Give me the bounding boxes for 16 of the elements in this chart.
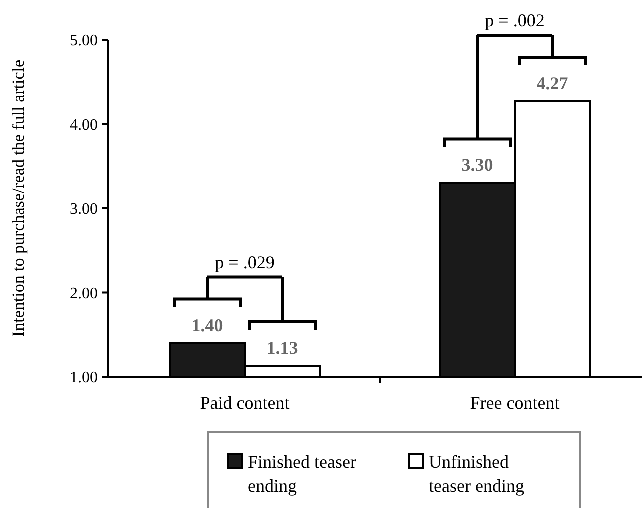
data-label: 1.13	[266, 338, 298, 358]
x-tick-label: Paid content	[200, 393, 290, 413]
annotation: p = .029	[215, 252, 275, 272]
legend-label: Finished teaser ending	[248, 452, 356, 496]
y-tick-label: 3.00	[70, 201, 98, 218]
data-label: 1.40	[192, 315, 224, 336]
y-tick-label: 2.00	[70, 285, 98, 302]
text: p = .002	[485, 10, 545, 31]
data-label: 3.30	[462, 155, 494, 176]
x-tick-label: Free content	[470, 393, 560, 413]
y-axis-title: Intention to purchase/read the full article	[9, 60, 28, 338]
y-tick-label: 4.00	[70, 116, 98, 134]
y-tick-label: 1.00	[70, 370, 98, 387]
y-tick-label: 5.00	[70, 32, 98, 50]
legend-label: Unfinished teaser ending	[429, 452, 524, 496]
data-label: 4.27	[536, 74, 568, 94]
